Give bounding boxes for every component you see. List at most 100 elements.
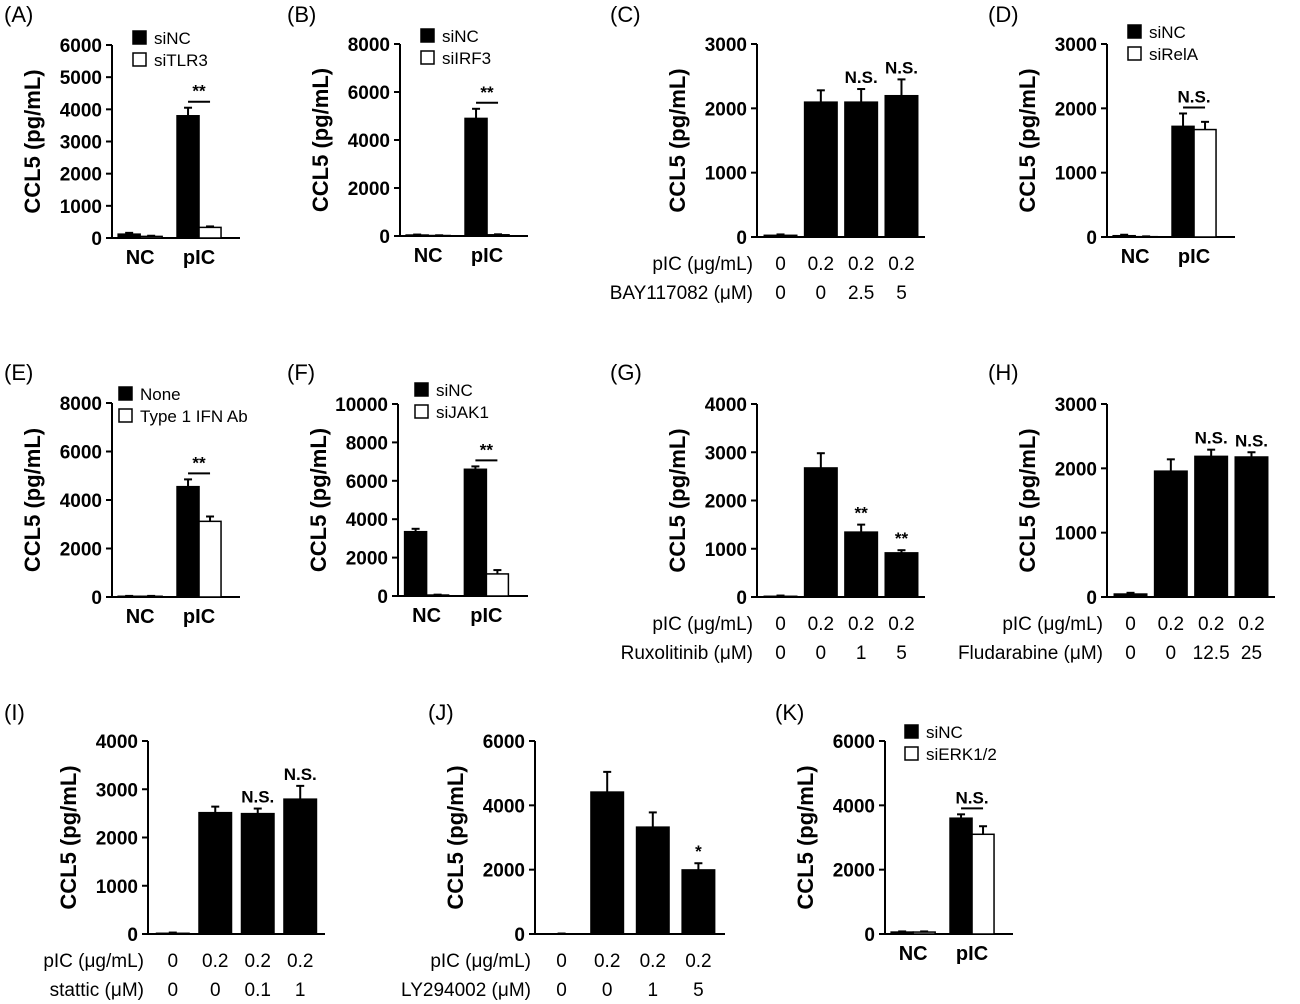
y-tick-label: 6000: [60, 36, 102, 57]
y-tick-label: 0: [377, 587, 388, 608]
bar: [803, 101, 838, 238]
error-bar: [184, 106, 193, 116]
condition-value: 0.2: [594, 951, 620, 972]
significance-label: N.S.: [845, 68, 878, 87]
condition-row-label: pIC (μg/mL): [1002, 614, 1103, 635]
y-tick-label: 0: [379, 227, 390, 248]
condition-value: 0: [556, 980, 567, 1001]
y-tick-label: 0: [1086, 228, 1097, 249]
bar: [844, 101, 879, 238]
error-bar: [1207, 448, 1216, 457]
error-bar: [816, 452, 825, 468]
condition-value: 0.2: [888, 614, 914, 635]
condition-value: 1: [295, 980, 306, 1001]
y-tick-label: 4000: [705, 395, 747, 416]
bar: [198, 811, 233, 935]
bar: [635, 826, 670, 935]
bar-sinc: [117, 233, 141, 239]
x-category-label: pIC: [183, 606, 215, 628]
y-tick-label: 0: [127, 925, 138, 946]
y-axis-label: CCL5 (pg/mL): [1015, 428, 1040, 572]
legend-label: Type 1 IFN Ab: [140, 407, 248, 426]
x-category-label: pIC: [956, 943, 988, 965]
y-tick-label: 2000: [348, 179, 390, 200]
condition-value: 0.2: [1198, 614, 1224, 635]
error-bar: [957, 813, 966, 819]
condition-value: 0: [167, 951, 178, 972]
condition-value: 5: [896, 643, 907, 664]
bar: [884, 552, 919, 598]
bar: [1234, 456, 1269, 598]
y-tick-label: 4000: [60, 491, 102, 512]
chart-panel-1: (A) CCL5 (pg/mL) 0 1000 2000 3000 4000 5000 6000…: [4, 2, 240, 269]
panel-label: (A): [4, 2, 33, 27]
significance-label: N.S.: [1178, 87, 1211, 106]
condition-row-label: pIC (μg/mL): [652, 614, 753, 635]
legend-label: siNC: [436, 381, 473, 400]
panel-label: (I): [4, 700, 25, 725]
significance-label: **: [480, 440, 494, 459]
legend-swatch: [1127, 24, 1142, 39]
bar-sijak1: [485, 573, 510, 597]
y-tick-label: 6000: [346, 472, 388, 493]
error-bar: [471, 465, 480, 470]
y-tick-label: 4000: [346, 510, 388, 531]
y-tick-label: 0: [91, 229, 102, 250]
legend-swatch: [118, 386, 133, 401]
y-axis-label: CCL5 (pg/mL): [308, 68, 333, 212]
x-category-label: NC: [899, 943, 928, 965]
significance-label: **: [192, 453, 206, 472]
legend-label: siNC: [442, 27, 479, 46]
y-axis-label: CCL5 (pg/mL): [20, 69, 45, 213]
legend-label: siRelA: [1149, 45, 1199, 64]
error-bar: [493, 569, 502, 574]
condition-value: 25: [1241, 643, 1262, 664]
condition-value: 0: [775, 643, 786, 664]
condition-value: 0: [816, 643, 827, 664]
error-bar: [648, 811, 657, 827]
error-bar: [816, 89, 825, 102]
y-axis-label: CCL5 (pg/mL): [793, 765, 818, 909]
y-tick-label: 2000: [833, 861, 875, 882]
condition-value: 0: [775, 254, 786, 275]
condition-value: 0: [602, 980, 613, 1001]
x-category-label: pIC: [183, 247, 215, 269]
legend-label: siNC: [1149, 23, 1186, 42]
condition-value: 5: [896, 283, 907, 304]
chart-panel-5: (E) CCL5 (pg/mL) 0 2000 4000 6000 8000 NC pIC ** N…: [4, 360, 248, 628]
condition-value: 0.2: [202, 951, 228, 972]
significance-label: **: [855, 504, 869, 523]
bar: [1194, 455, 1229, 598]
panel-label: (G): [610, 360, 642, 385]
y-tick-label: 0: [1086, 588, 1097, 609]
x-category-label: pIC: [470, 605, 502, 627]
condition-value: 2.5: [848, 283, 874, 304]
condition-value: 0.2: [1158, 614, 1184, 635]
condition-value: 0: [1125, 614, 1136, 635]
legend-swatch: [132, 30, 147, 45]
y-tick-label: 2000: [346, 549, 388, 570]
error-bar: [897, 78, 906, 96]
legend-swatch: [414, 382, 429, 397]
condition-row-label: Ruxolitinib (μM): [621, 643, 753, 664]
condition-value: 0: [775, 614, 786, 635]
x-category-label: NC: [412, 605, 441, 627]
y-tick-label: 2000: [483, 861, 525, 882]
error-bar: [1247, 451, 1256, 457]
condition-value: 12.5: [1193, 643, 1230, 664]
panel-label: (D): [988, 2, 1019, 27]
error-bar: [472, 107, 481, 119]
significance-label: N.S.: [1235, 431, 1268, 450]
bar: [283, 798, 318, 935]
x-category-label: NC: [126, 247, 155, 269]
condition-row-label: pIC (μg/mL): [43, 951, 144, 972]
bar-sinc: [176, 115, 200, 239]
bar: [590, 791, 625, 935]
bar-none: [176, 485, 200, 598]
legend-label: siTLR3: [154, 51, 208, 70]
y-tick-label: 10000: [335, 395, 388, 416]
bar-sirela: [1193, 128, 1217, 238]
error-bar: [897, 549, 906, 553]
panel-label: (C): [610, 2, 641, 27]
